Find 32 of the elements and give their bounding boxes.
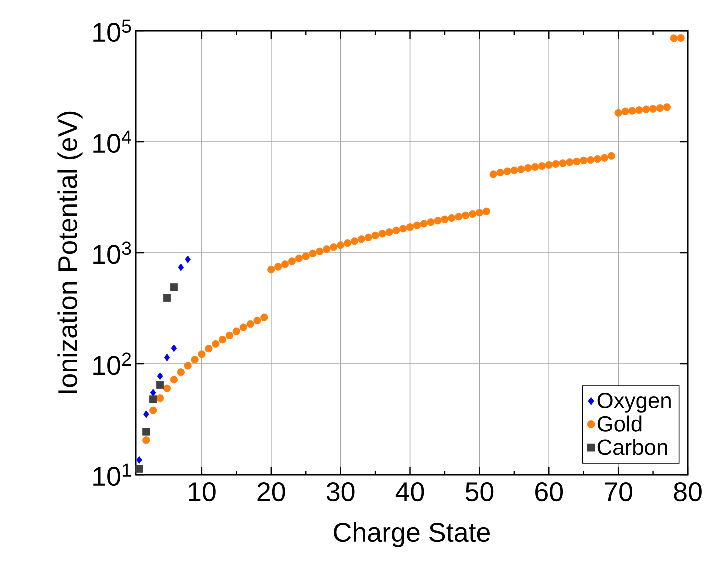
point <box>144 410 150 418</box>
y-tick-label: 10$^{1}$ <box>94 464 132 486</box>
point <box>157 372 164 380</box>
x-tick-label: 70 <box>604 482 632 502</box>
x-tick-label: 60 <box>536 482 564 502</box>
point <box>136 465 144 473</box>
point <box>171 344 178 352</box>
x-tick-label: 30 <box>326 482 355 502</box>
y-tick-label: 10$^{2}$ <box>94 352 132 376</box>
point <box>150 396 158 404</box>
x-tick-label: 50 <box>466 482 494 502</box>
y-tick-label: 10$^{5}$ <box>94 20 132 42</box>
x-tick-label: 10 <box>189 482 216 502</box>
legend-label: Gold <box>598 416 642 432</box>
point <box>178 264 184 272</box>
x-tick-label: 20 <box>258 482 286 502</box>
point <box>150 389 156 397</box>
point <box>163 294 172 302</box>
y-tick-label: 10$^{3}$ <box>94 242 132 264</box>
point <box>136 456 142 464</box>
x-axis-title: Charge State <box>334 522 490 548</box>
x-tick-label: 40 <box>396 482 424 502</box>
point <box>185 256 191 264</box>
legend-label: Oxygen <box>598 392 671 413</box>
point <box>156 381 164 389</box>
point <box>170 284 178 292</box>
point <box>164 354 170 362</box>
x-tick-label: 80 <box>674 482 702 502</box>
y-tick-label: 10$^{4}$ <box>94 130 132 154</box>
y-axis-title: Ionization Potential (eV) <box>58 112 83 394</box>
point <box>142 428 150 436</box>
legend-label: Carbon <box>598 439 668 456</box>
